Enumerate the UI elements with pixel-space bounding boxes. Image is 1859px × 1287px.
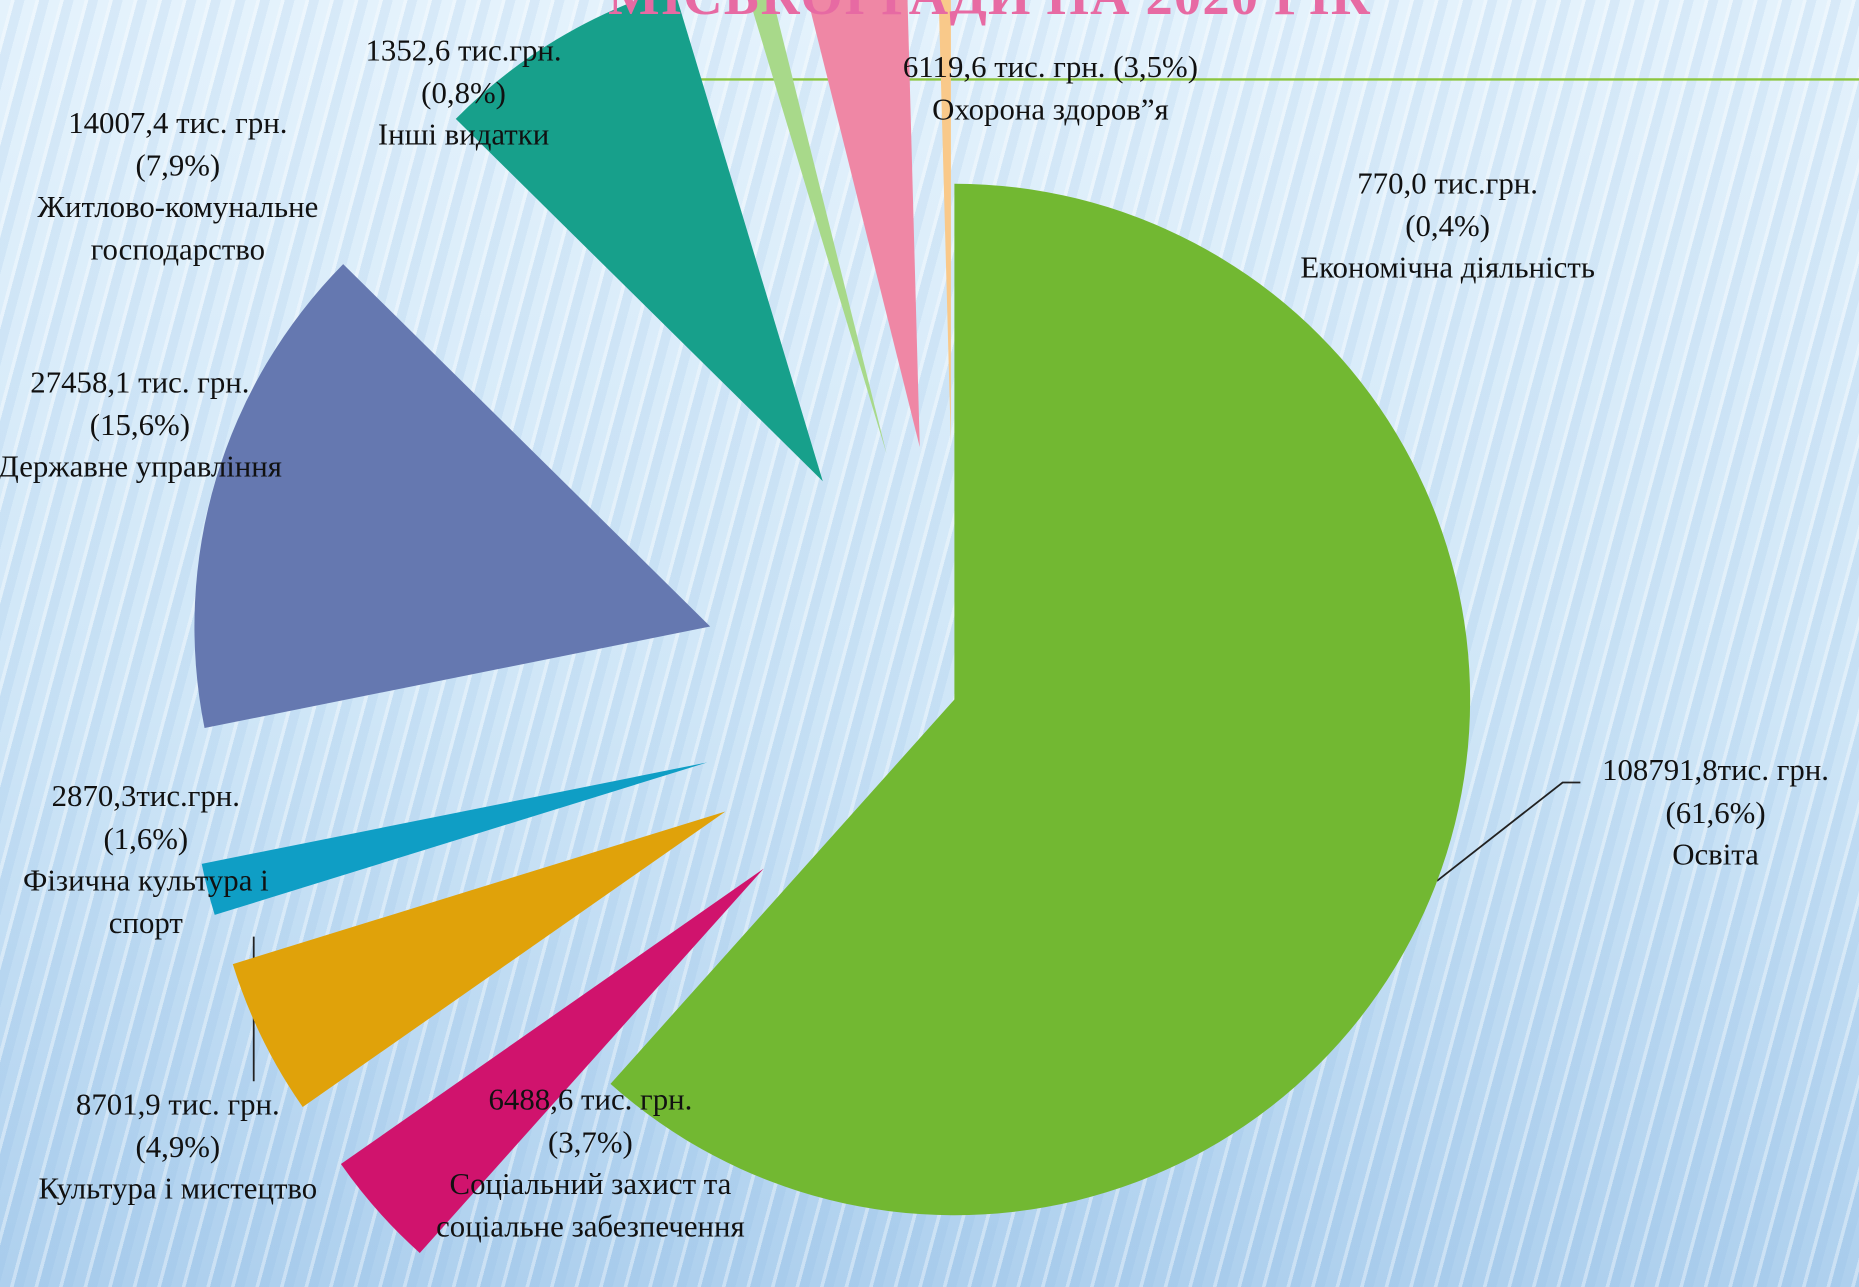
value-label: 770,0 тис.грн. <box>1357 165 1538 201</box>
percent-label: (3,5%) <box>1113 49 1198 85</box>
slice-label: 6488,6 тис. грн. (3,7%) Соціальний захист … <box>413 1079 769 1247</box>
slice-label: 2870,3тис.грн. (1,6%) Фізична культура і с… <box>0 775 294 943</box>
percent-label: (7,9%) <box>135 147 221 182</box>
value-label: 1352,6 тис.грн. <box>365 33 562 68</box>
slice-label: 14007,4 тис. грн. (7,9%) Житлово-комунальн… <box>0 102 362 270</box>
category-label: Культура і мистецтво <box>38 1171 318 1206</box>
value-label: 14007,4 тис. грн. <box>68 105 288 140</box>
percent-label: (1,6%) <box>103 821 189 856</box>
value-label: 2870,3тис.грн. <box>51 778 241 814</box>
pie-slice <box>807 0 920 447</box>
value-label: 27458,1 тис. грн. <box>30 365 250 400</box>
pie-slice <box>938 0 951 445</box>
pie-slice <box>455 0 823 482</box>
slice-label: 27458,1 тис. грн. (15,6%) Державне управлі… <box>0 362 282 488</box>
chart-title: МІСЬКОЇ РАДИ НА 2020 РІК <box>0 0 1859 27</box>
value-label: 108791,8тис. грн. <box>1602 752 1830 788</box>
value-label: 6119,6 тис. грн. <box>902 49 1106 85</box>
leader-line <box>1436 781 1581 882</box>
slice-label: 8701,9 тис. грн. (4,9%) Культура і мистецт… <box>0 1084 356 1210</box>
pie-slice <box>194 264 711 729</box>
category-label: Державне управління <box>0 449 282 484</box>
category-label: Житлово-комунальне господарство <box>37 189 319 267</box>
slice-label: 770,0 тис.грн. (0,4%) Економічна діяльніст… <box>1258 162 1637 288</box>
category-label: Охорона здоров”я <box>932 91 1169 127</box>
pie-slice <box>232 811 726 1107</box>
value-label: 8701,9 тис. грн. <box>75 1087 280 1122</box>
value-label: 6488,6 тис. грн. <box>488 1082 693 1117</box>
slice-label: 6119,6 тис. грн. (3,5%) Охорона здоров”я <box>861 46 1240 130</box>
percent-label: (4,9%) <box>135 1129 221 1164</box>
percent-label: (15,6%) <box>89 407 190 442</box>
category-label: Економічна діяльність <box>1300 250 1595 285</box>
percent-label: (3,7%) <box>548 1124 633 1159</box>
slice-label: 108791,8тис. грн. (61,6%) Освіта <box>1573 749 1858 875</box>
percent-label: (0,8%) <box>421 75 506 110</box>
pie-slice <box>201 762 708 915</box>
category-label: Фізична культура і спорт <box>22 863 269 940</box>
percent-label: (0,4%) <box>1405 208 1490 243</box>
category-label: Освіта <box>1672 837 1759 872</box>
pie-slice <box>340 868 764 1253</box>
category-label: Соціальний захист та соціальне забезпече… <box>436 1166 745 1244</box>
slice-label: 1352,6 тис.грн. (0,8%) Інші видатки <box>333 30 594 156</box>
pie-slice <box>610 183 1471 1216</box>
category-label: Інші видатки <box>377 117 550 152</box>
percent-label: (61,6%) <box>1665 794 1766 830</box>
